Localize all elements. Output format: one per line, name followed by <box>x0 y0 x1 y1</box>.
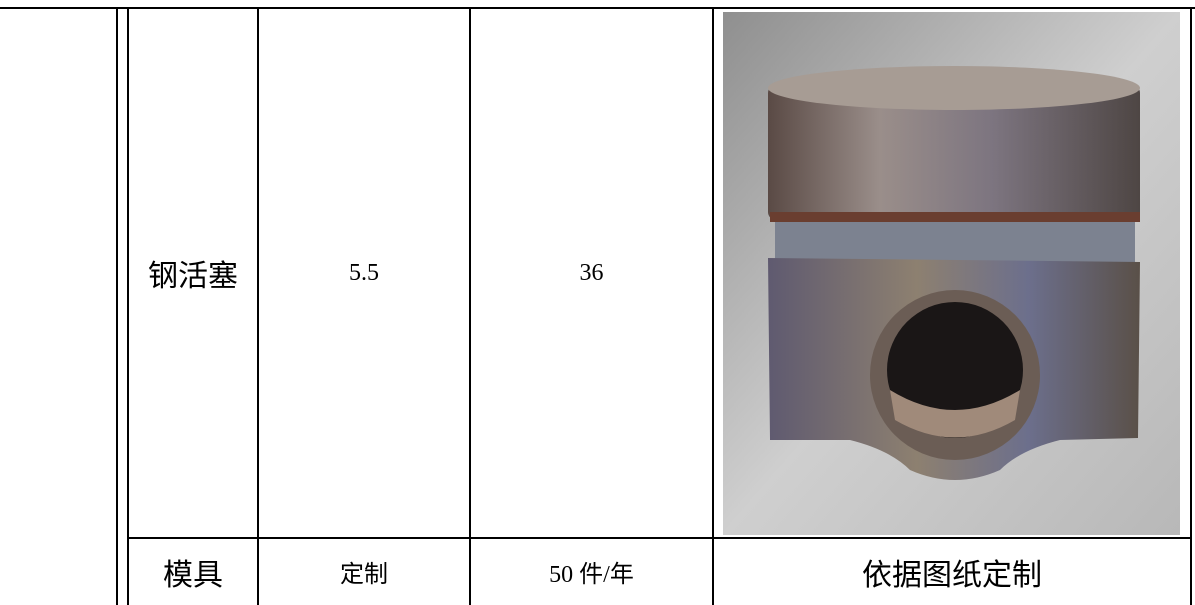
cell: 模具 <box>163 558 223 592</box>
cell: 50 件/年 <box>549 562 634 588</box>
piston-photo <box>723 12 1180 535</box>
cell: 36 <box>579 259 604 286</box>
grid-lines <box>0 7 1195 605</box>
cell: 定制 <box>340 562 388 588</box>
cell: 依据图纸定制 <box>862 558 1042 592</box>
cell: 钢活塞 <box>148 260 238 293</box>
cell: 5.5 <box>349 259 379 286</box>
